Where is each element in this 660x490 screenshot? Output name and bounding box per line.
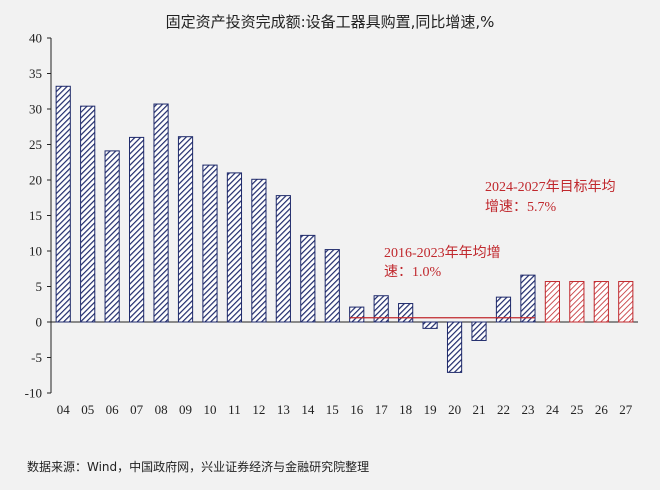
bar [202,164,218,323]
y-tick-label: -10 [25,386,42,401]
y-tick-label: 40 [29,31,42,46]
bar [495,296,512,323]
bar [300,234,316,323]
annotation-target-line2: 增速：5.7% [485,199,556,215]
bar-target [593,281,609,323]
annotation-history-line1: 2016-2023年年均增 [384,245,501,261]
x-tick-label: 27 [619,402,633,417]
bar [398,303,414,323]
bar [373,295,389,323]
annotation-history-line2: 速：1.0% [384,264,441,280]
x-tick-label: 06 [106,402,120,417]
x-tick-label: 19 [424,402,437,417]
y-tick-label: 30 [29,102,42,117]
bar [177,136,194,323]
x-tick-label: 12 [252,402,265,417]
bars [55,85,634,373]
bar [324,249,340,323]
x-tick-label: 11 [228,402,241,417]
bar [422,321,438,329]
bar [520,274,536,323]
chart-title: 固定资产投资完成额:设备工器具购置,同比增速,% [166,13,495,31]
bar [251,178,267,323]
bar [226,172,243,323]
x-tick-label: 07 [130,402,144,417]
x-axis: 04 05 06 07 08 09 10 11 12 13 14 15 16 17 18 19 20 21 22 23… [51,321,638,417]
x-tick-label: 16 [350,402,364,417]
x-tick-label: 21 [473,402,486,417]
y-tick-label: 25 [29,137,42,152]
x-tick-label: 05 [81,402,94,417]
y-tick-label: 35 [29,66,42,81]
x-tick-label: 22 [497,402,510,417]
x-tick-label: 04 [57,402,71,417]
y-tick-label: 5 [36,279,43,294]
x-tick-label: 17 [375,402,389,417]
bar-target [569,281,585,323]
y-tick-label: -5 [31,350,42,365]
y-tick-label: 0 [36,315,43,330]
x-tick-label: 08 [155,402,168,417]
x-tick-label: 26 [595,402,609,417]
x-tick-label: 15 [326,402,339,417]
x-tick-label: 18 [399,402,412,417]
annotation-target-line1: 2024-2027年目标年均 [485,179,616,195]
bar [129,136,145,323]
bar [275,195,291,323]
y-axis: 40 35 30 25 20 15 10 5 0 -5 -10 [25,31,52,401]
x-tick-label: 23 [521,402,534,417]
bar [471,321,487,341]
bar [349,306,365,323]
x-tick-label: 13 [277,402,290,417]
x-tick-label: 14 [301,402,315,417]
bar [446,321,463,373]
bar [153,103,169,323]
x-tick-label: 20 [448,402,461,417]
x-tick-label: 09 [179,402,192,417]
bar-target [544,281,560,323]
y-tick-label: 10 [29,244,42,259]
x-tick-label: 10 [203,402,216,417]
annotation-target: 2024-2027年目标年均 增速：5.7% [485,179,616,215]
y-tick-label: 20 [29,173,42,188]
x-tick-label: 25 [570,402,583,417]
bar-target [618,281,634,323]
bar [80,105,96,323]
source-note: 数据来源：Wind，中国政府网，兴业证券经济与金融研究院整理 [27,459,369,474]
y-tick-label: 15 [29,208,42,223]
annotation-history: 2016-2023年年均增 速：1.0% [384,245,501,280]
bar [55,85,71,323]
bar [104,150,120,323]
x-tick-label: 24 [546,402,560,417]
